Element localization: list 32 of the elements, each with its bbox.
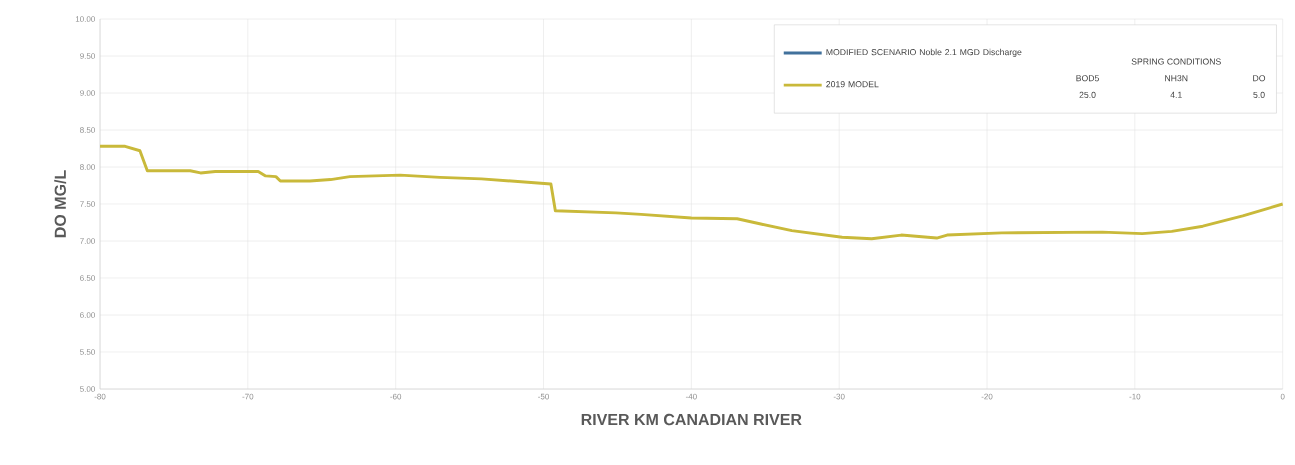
y-tick-label: 7.50 bbox=[80, 201, 95, 207]
x-tick-label: -80 bbox=[94, 393, 106, 400]
annotation: 5.0 bbox=[1253, 91, 1265, 98]
y-tick-label: 5.50 bbox=[80, 349, 95, 355]
annotation: SPRING CONDITIONS bbox=[1131, 58, 1221, 65]
annotation: DO bbox=[1253, 75, 1266, 82]
y-tick-label: 9.00 bbox=[80, 90, 95, 96]
x-tick-label: 0 bbox=[1280, 393, 1285, 400]
y-tick-label: 6.50 bbox=[80, 275, 95, 281]
x-tick-label: -60 bbox=[390, 393, 402, 400]
y-axis-title: DO MG/L bbox=[54, 170, 67, 238]
y-tick-label: 10.00 bbox=[75, 16, 95, 22]
x-tick-label: -70 bbox=[242, 393, 254, 400]
y-tick-label: 9.50 bbox=[80, 53, 95, 59]
annotation: NH3N bbox=[1165, 75, 1188, 82]
annotation: 25.0 bbox=[1079, 91, 1096, 98]
legend-label: 2019 MODEL bbox=[826, 81, 879, 88]
y-tick-label: 6.00 bbox=[80, 312, 95, 318]
annotation: 4.1 bbox=[1170, 91, 1182, 98]
x-tick-label: -30 bbox=[833, 393, 845, 400]
y-tick-label: 8.00 bbox=[80, 164, 95, 170]
x-tick-label: -50 bbox=[538, 393, 549, 400]
annotation: BOD5 bbox=[1076, 75, 1099, 82]
y-tick-label: 5.00 bbox=[80, 386, 95, 392]
y-tick-label: 7.00 bbox=[80, 238, 95, 244]
x-tick-label: -10 bbox=[1129, 393, 1141, 400]
x-tick-label: -20 bbox=[981, 393, 993, 400]
x-axis-title: RIVER KM CANADIAN RIVER bbox=[581, 413, 802, 426]
x-tick-label: -40 bbox=[685, 393, 697, 400]
legend-label: MODIFIED SCENARIO Noble 2.1 MGD Discharge bbox=[826, 48, 1022, 57]
line-series bbox=[98, 144, 1285, 241]
y-tick-label: 8.50 bbox=[80, 127, 95, 133]
